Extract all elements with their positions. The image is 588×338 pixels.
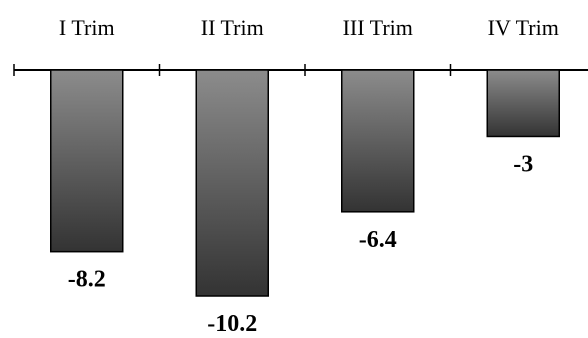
value-label: -10.2 <box>207 311 257 337</box>
category-label: III Trim <box>343 15 413 40</box>
bar <box>195 69 269 297</box>
bars <box>50 69 560 297</box>
category-label: IV Trim <box>488 15 559 40</box>
category-label: I Trim <box>59 15 115 40</box>
category-labels: I Trim II Trim III Trim IV Trim <box>59 15 559 40</box>
value-label: -8.2 <box>68 267 106 293</box>
bar <box>50 69 124 253</box>
value-labels: -8.2 -10.2 -6.4 -3 <box>68 151 534 337</box>
bar <box>341 69 415 213</box>
value-label: -3 <box>513 151 533 177</box>
bar <box>486 69 560 138</box>
category-label: II Trim <box>201 15 264 40</box>
value-label: -6.4 <box>359 227 397 253</box>
